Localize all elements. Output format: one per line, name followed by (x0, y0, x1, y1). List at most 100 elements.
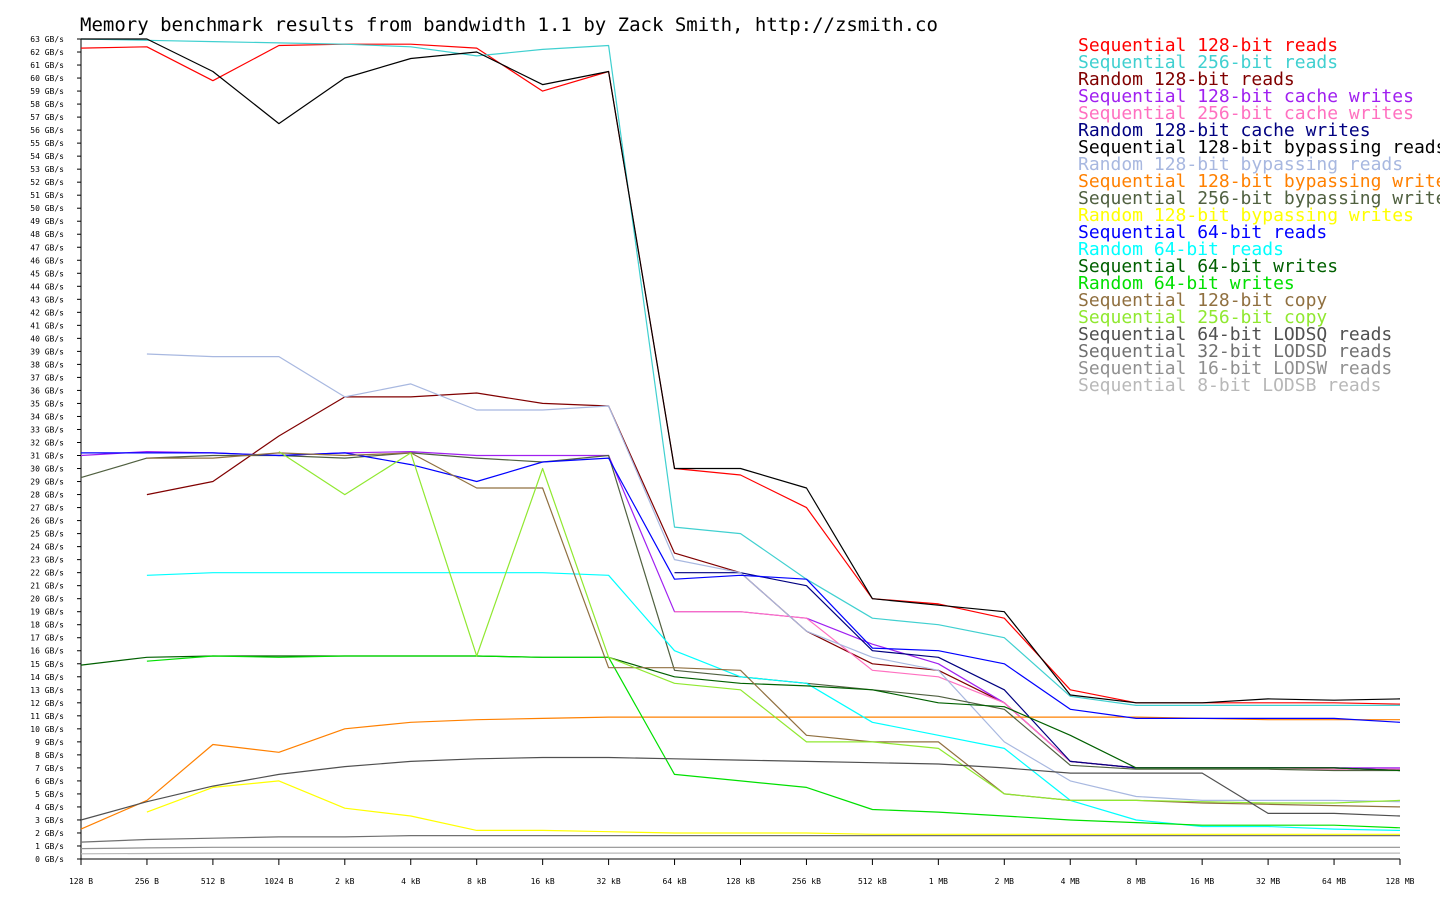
y-tick-label: 57 GB/s (30, 113, 64, 122)
y-tick-label: 47 GB/s (30, 243, 64, 252)
y-tick-label: 53 GB/s (30, 165, 64, 174)
y-tick-label: 23 GB/s (30, 556, 64, 565)
y-tick-label: 38 GB/s (30, 360, 64, 369)
y-tick-label: 34 GB/s (30, 412, 64, 421)
y-tick-label: 8 GB/s (35, 751, 64, 760)
x-tick-label: 32 MB (1256, 877, 1280, 886)
y-tick-label: 45 GB/s (30, 269, 64, 278)
legend-entry: Random 128-bit reads (1078, 69, 1295, 90)
y-tick-label: 37 GB/s (30, 373, 64, 382)
x-tick-label: 32 kB (597, 877, 621, 886)
legend-entry: Sequential 256-bit bypassing writes (1078, 188, 1440, 209)
legend-entry: Sequential 128-bit bypassing reads (1078, 137, 1440, 158)
y-tick-label: 11 GB/s (30, 712, 64, 721)
legend-entry: Random 128-bit cache writes (1078, 120, 1371, 141)
y-tick-label: 59 GB/s (30, 87, 64, 96)
x-tick-label: 512 kB (858, 877, 887, 886)
x-tick-label: 16 kB (531, 877, 555, 886)
axes (77, 38, 1401, 865)
legend: Sequential 128-bit reads Sequential 256-b… (1078, 35, 1440, 395)
y-tick-label: 44 GB/s (30, 282, 64, 291)
x-tick-label: 128 B (69, 877, 93, 886)
y-tick-label: 58 GB/s (30, 100, 64, 109)
y-tick-label: 26 GB/s (30, 517, 64, 526)
y-tick-label: 7 GB/s (35, 764, 64, 773)
y-tick-label: 31 GB/s (30, 452, 64, 461)
y-tick-label: 50 GB/s (30, 204, 64, 213)
legend-entry: Sequential 128-bit reads (1078, 35, 1339, 56)
y-tick-label: 43 GB/s (30, 295, 64, 304)
y-tick-label: 9 GB/s (35, 738, 64, 747)
x-tick-label: 64 kB (663, 877, 687, 886)
y-axis-tick-labels: 0 GB/s 1 GB/s 2 GB/s 3 GB/s 4 GB/s 5 GB/s 6 GB… (30, 35, 64, 864)
y-tick-label: 49 GB/s (30, 217, 64, 226)
legend-entry: Sequential 64-bit reads (1078, 222, 1328, 243)
y-tick-label: 52 GB/s (30, 178, 64, 187)
x-tick-label: 4 MB (1061, 877, 1080, 886)
series-line-17 (278, 451, 1401, 804)
y-tick-label: 56 GB/s (30, 126, 64, 135)
x-tick-label: 256 kB (792, 877, 821, 886)
y-tick-label: 21 GB/s (30, 582, 64, 591)
y-tick-label: 46 GB/s (30, 256, 64, 265)
y-tick-label: 54 GB/s (30, 152, 64, 161)
series-line-3 (146, 392, 1401, 772)
x-tick-label: 4 kB (401, 877, 420, 886)
x-tick-label: 2 kB (335, 877, 354, 886)
series-line-2 (80, 38, 1400, 706)
y-tick-label: 48 GB/s (30, 230, 64, 239)
legend-entry: Sequential 16-bit LODSW reads (1078, 358, 1393, 379)
y-tick-label: 55 GB/s (30, 139, 64, 148)
y-tick-label: 29 GB/s (30, 478, 64, 487)
legend-entry: Random 64-bit reads (1078, 239, 1284, 260)
x-axis-tick-labels: 128 B 256 B 512 B 1024 B 2 kB 4 kB 8 kB 16 kB 32… (69, 877, 1415, 886)
series-line-12 (81, 452, 1401, 723)
series-line-4 (80, 451, 1400, 769)
series-line-19 (80, 835, 1400, 843)
series-line-11 (146, 780, 1400, 835)
series-line-14 (80, 655, 1401, 772)
y-tick-label: 22 GB/s (30, 569, 64, 578)
series-line-7 (81, 38, 1401, 704)
legend-entry: Sequential 128-bit bypassing writes (1078, 171, 1440, 192)
legend-entry: Sequential 64-bit LODSQ reads (1078, 324, 1393, 345)
legend-entry: Sequential 128-bit cache writes (1078, 86, 1414, 107)
series-line-16 (146, 452, 1401, 808)
x-tick-label: 16 MB (1190, 877, 1214, 886)
series-line-15 (146, 655, 1401, 829)
series-line-6 (674, 572, 1401, 772)
y-tick-label: 13 GB/s (30, 686, 64, 695)
series-line-21 (80, 852, 1400, 855)
x-tick-label: 256 B (135, 877, 159, 886)
y-tick-label: 17 GB/s (30, 634, 64, 643)
y-tick-label: 5 GB/s (35, 790, 64, 799)
x-tick-label: 8 MB (1127, 877, 1146, 886)
y-tick-label: 25 GB/s (30, 530, 64, 539)
y-tick-label: 19 GB/s (30, 608, 64, 617)
x-tick-label: 64 MB (1322, 877, 1346, 886)
y-tick-label: 30 GB/s (30, 465, 64, 474)
x-tick-label: 2 MB (995, 877, 1014, 886)
y-tick-label: 14 GB/s (30, 673, 64, 682)
series-line-20 (80, 846, 1400, 850)
x-tick-label: 8 kB (467, 877, 486, 886)
y-tick-label: 0 GB/s (35, 855, 64, 864)
y-tick-label: 3 GB/s (35, 816, 64, 825)
legend-entry: Sequential 64-bit writes (1078, 256, 1339, 277)
y-tick-label: 36 GB/s (30, 386, 64, 395)
y-tick-label: 6 GB/s (35, 777, 64, 786)
y-tick-label: 28 GB/s (30, 491, 64, 500)
x-tick-label: 512 B (201, 877, 225, 886)
y-tick-label: 24 GB/s (30, 543, 64, 552)
y-tick-label: 60 GB/s (30, 74, 64, 83)
legend-entry: Random 128-bit bypassing reads (1078, 154, 1404, 175)
series-line-13 (146, 572, 1401, 831)
y-tick-label: 18 GB/s (30, 621, 64, 630)
legend-entry: Sequential 32-bit LODSD reads (1078, 341, 1393, 362)
y-tick-label: 4 GB/s (35, 803, 64, 812)
legend-entry: Sequential 128-bit copy (1078, 290, 1328, 311)
y-tick-label: 16 GB/s (30, 647, 64, 656)
y-tick-label: 61 GB/s (30, 61, 64, 70)
x-tick-label: 1024 B (264, 877, 293, 886)
legend-entry: Sequential 256-bit reads (1078, 52, 1339, 73)
